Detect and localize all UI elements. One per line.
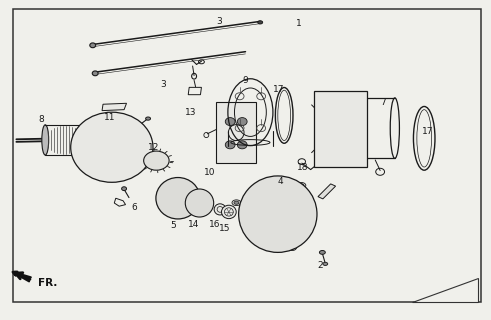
Text: 12: 12 (148, 143, 159, 152)
Ellipse shape (144, 151, 169, 170)
Ellipse shape (341, 98, 351, 158)
Ellipse shape (133, 158, 140, 162)
Ellipse shape (122, 187, 127, 191)
Text: 6: 6 (131, 203, 137, 212)
Polygon shape (412, 278, 478, 302)
Ellipse shape (81, 125, 88, 155)
Bar (314, 91, 367, 167)
Ellipse shape (90, 43, 96, 48)
Text: 9: 9 (243, 76, 248, 85)
Text: 13: 13 (185, 108, 196, 117)
Text: 5: 5 (171, 221, 176, 230)
Ellipse shape (239, 176, 317, 252)
Text: 10: 10 (203, 168, 215, 177)
Ellipse shape (225, 118, 235, 125)
Ellipse shape (232, 200, 241, 205)
Text: 17: 17 (273, 85, 285, 94)
Ellipse shape (109, 120, 115, 124)
Ellipse shape (297, 182, 306, 188)
Ellipse shape (92, 71, 98, 76)
Text: FR.: FR. (38, 278, 58, 288)
Ellipse shape (171, 194, 185, 203)
Ellipse shape (97, 135, 102, 145)
Text: 14: 14 (189, 220, 200, 229)
Ellipse shape (214, 204, 226, 215)
Text: 15: 15 (219, 224, 231, 233)
Text: 4: 4 (278, 177, 284, 186)
Ellipse shape (320, 251, 326, 254)
Ellipse shape (299, 184, 304, 187)
Ellipse shape (234, 201, 239, 204)
Ellipse shape (323, 262, 328, 266)
Text: 17: 17 (422, 127, 434, 136)
Ellipse shape (42, 125, 49, 155)
Text: 2: 2 (317, 261, 323, 270)
Ellipse shape (329, 118, 352, 140)
Polygon shape (102, 103, 127, 111)
Ellipse shape (84, 158, 91, 162)
Ellipse shape (237, 118, 247, 125)
Bar (216, 102, 256, 163)
Ellipse shape (185, 189, 214, 217)
Ellipse shape (102, 141, 122, 154)
Polygon shape (318, 184, 335, 199)
Text: 1: 1 (296, 19, 301, 28)
Text: 11: 11 (104, 114, 115, 123)
Text: 18: 18 (297, 164, 308, 172)
Ellipse shape (153, 158, 160, 163)
Ellipse shape (268, 208, 288, 220)
Ellipse shape (146, 117, 151, 120)
Text: 16: 16 (209, 220, 220, 229)
Ellipse shape (288, 245, 297, 251)
Ellipse shape (290, 246, 295, 249)
Ellipse shape (195, 200, 203, 205)
Text: 3: 3 (217, 17, 222, 26)
Text: 7: 7 (381, 98, 386, 107)
Ellipse shape (221, 205, 236, 219)
Text: 3: 3 (161, 80, 166, 89)
Ellipse shape (225, 141, 235, 149)
Ellipse shape (258, 21, 263, 24)
Ellipse shape (156, 178, 200, 219)
Ellipse shape (71, 112, 153, 182)
Ellipse shape (237, 141, 247, 149)
Text: 8: 8 (38, 115, 44, 124)
Ellipse shape (91, 133, 97, 146)
